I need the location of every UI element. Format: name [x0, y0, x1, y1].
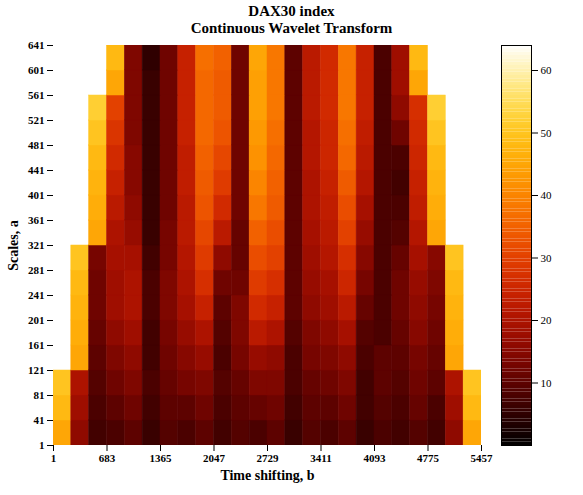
- svg-text:201: 201: [28, 314, 45, 326]
- svg-text:3411: 3411: [310, 452, 331, 464]
- svg-text:1365: 1365: [150, 452, 173, 464]
- svg-text:281: 281: [28, 264, 45, 276]
- svg-text:441: 441: [28, 164, 45, 176]
- svg-text:41: 41: [34, 414, 45, 426]
- svg-text:121: 121: [28, 364, 45, 376]
- svg-text:481: 481: [28, 139, 45, 151]
- svg-text:641: 641: [28, 39, 45, 51]
- svg-text:Time shifting, b: Time shifting, b: [220, 468, 314, 483]
- svg-text:10: 10: [541, 377, 553, 389]
- svg-text:30: 30: [541, 252, 553, 264]
- svg-text:241: 241: [28, 289, 45, 301]
- svg-text:321: 321: [28, 239, 45, 251]
- html-text:Continuous Wavelet Transform: Continuous Wavelet Transform: [190, 20, 393, 36]
- svg-text:50: 50: [541, 127, 553, 139]
- svg-text:4775: 4775: [417, 452, 440, 464]
- svg-text:2729: 2729: [257, 452, 280, 464]
- svg-text:601: 601: [28, 64, 45, 76]
- svg-text:401: 401: [28, 189, 45, 201]
- svg-text:361: 361: [28, 214, 45, 226]
- svg-text:40: 40: [541, 189, 553, 201]
- svg-text:561: 561: [28, 89, 45, 101]
- svg-text:60: 60: [541, 64, 553, 76]
- svg-text:683: 683: [99, 452, 116, 464]
- svg-text:1: 1: [39, 439, 45, 451]
- svg-text:2047: 2047: [203, 452, 226, 464]
- svg-text:4093: 4093: [364, 452, 387, 464]
- svg-text:5457: 5457: [471, 452, 494, 464]
- svg-text:1: 1: [51, 452, 57, 464]
- svg-text:Scales, a: Scales, a: [6, 220, 21, 271]
- html-text:DAX30 index: DAX30 index: [248, 3, 335, 19]
- svg-text:161: 161: [28, 339, 45, 351]
- svg-text:521: 521: [28, 114, 45, 126]
- svg-text:20: 20: [541, 314, 553, 326]
- svg-text:81: 81: [34, 389, 45, 401]
